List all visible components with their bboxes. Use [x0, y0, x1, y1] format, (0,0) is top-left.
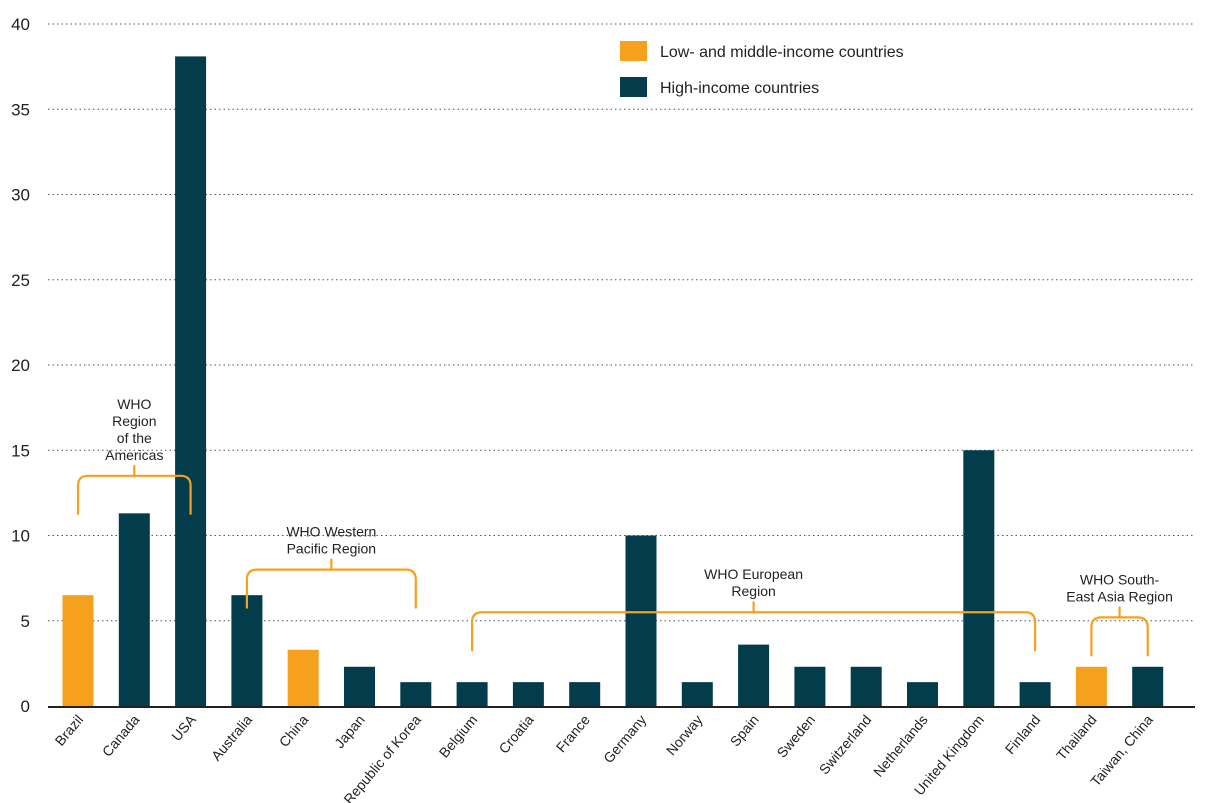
region-bracket: [76, 474, 192, 515]
x-tick-label: France: [553, 711, 593, 755]
region-bracket: [471, 611, 1037, 652]
x-tick-label: Canada: [99, 711, 143, 759]
region-label: WHO Region of the Americas: [105, 396, 163, 463]
region-label: WHO South-East Asia Region: [1066, 571, 1173, 604]
bar-usa: [175, 56, 207, 706]
bar-brazil: [62, 595, 94, 706]
bar-australia: [231, 595, 263, 706]
x-tick-label: Australia: [208, 711, 255, 763]
x-tick-label: Thailand: [1053, 712, 1100, 763]
x-tick-label: Germany: [600, 712, 649, 766]
bar-france: [569, 682, 601, 706]
bar-china: [287, 649, 319, 706]
bar-republic-of-korea: [400, 682, 432, 706]
bar-switzerland: [850, 666, 882, 706]
x-tick-label: Sweden: [773, 712, 818, 761]
y-tick-label: 30: [11, 186, 30, 205]
x-tick-label: Japan: [331, 712, 368, 752]
y-tick-label: 40: [11, 15, 30, 34]
y-axis-ticks: 0 5 10 15 20 25 30 35 40: [11, 15, 30, 716]
bar-germany: [625, 535, 657, 706]
legend-label: Low- and middle-income countries: [660, 44, 904, 61]
region-label: WHO European Region: [704, 566, 803, 599]
region-bracket: [245, 568, 417, 609]
bar-thailand: [1075, 666, 1107, 706]
y-tick-label: 35: [11, 100, 30, 119]
x-tick-label: Netherlands: [870, 712, 931, 780]
x-axis-labels: Brazil Canada USA Australia China JapanRepubl…: [52, 711, 1157, 803]
bar-netherlands: [907, 682, 938, 706]
region-brackets: WHO Region of the Americas WHO Western Pacifi…: [76, 396, 1173, 657]
bar-taiwan-china: [1132, 666, 1164, 706]
bar-belgium: [456, 682, 488, 706]
x-tick-label: Switzerland: [816, 712, 875, 778]
x-tick-label: Belgium: [436, 712, 481, 761]
bar-spain: [738, 644, 770, 706]
legend-swatch-high: [620, 77, 647, 97]
bar-norway: [681, 682, 713, 706]
legend-swatch-low-middle: [620, 41, 647, 61]
y-tick-label: 20: [11, 356, 30, 375]
x-tick-label: Norway: [663, 712, 706, 759]
x-tick-label: Finland: [1002, 712, 1044, 757]
x-tick-label: USA: [168, 711, 199, 744]
bars: [62, 56, 1164, 706]
y-tick-label: 0: [21, 697, 30, 716]
region-label: WHO Western Pacific Region: [286, 524, 376, 557]
y-tick-label: 15: [11, 441, 30, 460]
legend: Low- and middle-income countries High-inc…: [620, 41, 904, 97]
y-tick-label: 5: [21, 612, 30, 631]
y-tick-label: 25: [11, 271, 30, 290]
bar-japan: [344, 666, 375, 706]
x-tick-label: China: [276, 711, 312, 749]
region-bracket: [1090, 616, 1149, 657]
bar-croatia: [512, 682, 544, 706]
bar-united-kingdom: [963, 450, 995, 706]
bar-sweden: [794, 666, 826, 706]
x-tick-label: Croatia: [495, 711, 536, 756]
legend-label: High-income countries: [660, 80, 819, 97]
y-tick-label: 10: [11, 527, 30, 546]
bar-finland: [1019, 682, 1051, 706]
x-tick-label: Brazil: [52, 712, 87, 749]
gridlines: [48, 23, 1195, 622]
bar-canada: [118, 513, 150, 706]
x-tick-label: Spain: [727, 712, 762, 750]
